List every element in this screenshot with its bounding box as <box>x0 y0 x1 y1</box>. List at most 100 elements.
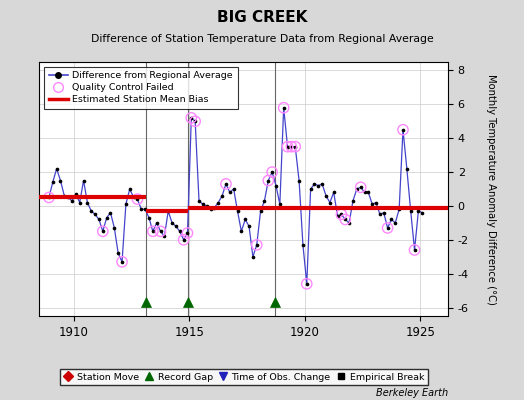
Point <box>295 177 303 184</box>
Point <box>230 186 238 192</box>
Point <box>210 204 219 211</box>
Point <box>87 208 95 214</box>
Point <box>149 228 157 234</box>
Point <box>103 214 111 221</box>
Point <box>272 182 280 189</box>
Point <box>233 208 242 214</box>
Point <box>279 104 288 111</box>
Point <box>137 206 146 212</box>
Point <box>268 169 276 175</box>
Point <box>56 177 64 184</box>
Point <box>79 177 88 184</box>
Point <box>222 181 230 187</box>
Point <box>99 228 107 234</box>
Point <box>45 194 53 201</box>
Point <box>264 177 272 184</box>
Point <box>91 211 99 218</box>
Point <box>202 203 211 209</box>
Point <box>414 208 422 214</box>
Point <box>118 259 126 265</box>
Point <box>399 126 407 133</box>
Point <box>318 181 326 187</box>
Point <box>195 198 203 204</box>
Point <box>291 144 299 150</box>
Point <box>156 228 165 234</box>
Point <box>168 220 176 226</box>
Point <box>283 144 292 150</box>
Point <box>164 208 172 214</box>
Point <box>133 196 141 202</box>
Point <box>349 198 357 204</box>
Point <box>302 281 311 287</box>
Point <box>384 225 392 231</box>
Point <box>384 225 392 231</box>
Point <box>260 198 269 204</box>
Point <box>402 166 411 172</box>
Point <box>226 189 234 196</box>
Legend: Difference from Regional Average, Quality Control Failed, Estimated Station Mean: Difference from Regional Average, Qualit… <box>44 67 238 109</box>
Point <box>395 206 403 212</box>
Point <box>268 169 276 175</box>
Text: Difference of Station Temperature Data from Regional Average: Difference of Station Temperature Data f… <box>91 34 433 44</box>
Point <box>307 186 315 192</box>
Point <box>106 210 115 216</box>
Point <box>156 228 165 234</box>
Point <box>341 216 350 223</box>
Point <box>256 208 265 214</box>
Point <box>187 115 195 121</box>
Point <box>283 144 292 150</box>
Point <box>179 237 188 243</box>
Point <box>152 220 161 226</box>
Point <box>83 199 92 206</box>
Point <box>75 199 84 206</box>
Point <box>133 196 141 202</box>
Point <box>356 184 365 190</box>
Point <box>45 194 53 201</box>
Legend: Station Move, Record Gap, Time of Obs. Change, Empirical Break: Station Move, Record Gap, Time of Obs. C… <box>60 369 428 385</box>
Point <box>356 184 365 190</box>
Point <box>407 208 415 214</box>
Point <box>52 166 61 172</box>
Point <box>291 144 299 150</box>
Point <box>410 247 419 253</box>
Point <box>149 228 157 234</box>
Point <box>114 250 123 256</box>
Point <box>110 225 118 231</box>
Point <box>49 179 57 186</box>
Point <box>249 254 257 260</box>
Point <box>191 118 199 124</box>
Point <box>60 192 69 199</box>
Point <box>302 281 311 287</box>
Point <box>160 233 169 240</box>
Point <box>337 211 346 218</box>
Point <box>287 144 296 150</box>
Point <box>187 115 195 121</box>
Point <box>330 189 338 196</box>
Point <box>64 194 72 201</box>
Point <box>218 192 226 199</box>
Point <box>368 201 376 208</box>
Point <box>206 206 215 212</box>
Point <box>353 186 361 192</box>
Point <box>253 242 261 248</box>
Point <box>179 237 188 243</box>
Point <box>183 230 192 236</box>
Point <box>126 186 134 192</box>
Text: Berkeley Earth: Berkeley Earth <box>376 388 448 398</box>
Point <box>68 198 76 204</box>
Point <box>237 228 246 234</box>
Point <box>299 242 307 248</box>
Point <box>253 242 261 248</box>
Point <box>199 201 207 208</box>
Point <box>176 228 184 234</box>
Point <box>172 223 180 230</box>
Point <box>264 177 272 184</box>
Point <box>141 206 149 212</box>
Point <box>245 223 253 230</box>
Point <box>279 104 288 111</box>
Point <box>129 194 138 201</box>
Y-axis label: Monthly Temperature Anomaly Difference (°C): Monthly Temperature Anomaly Difference (… <box>486 74 496 304</box>
Point <box>372 199 380 206</box>
Point <box>287 144 296 150</box>
Point <box>341 216 350 223</box>
